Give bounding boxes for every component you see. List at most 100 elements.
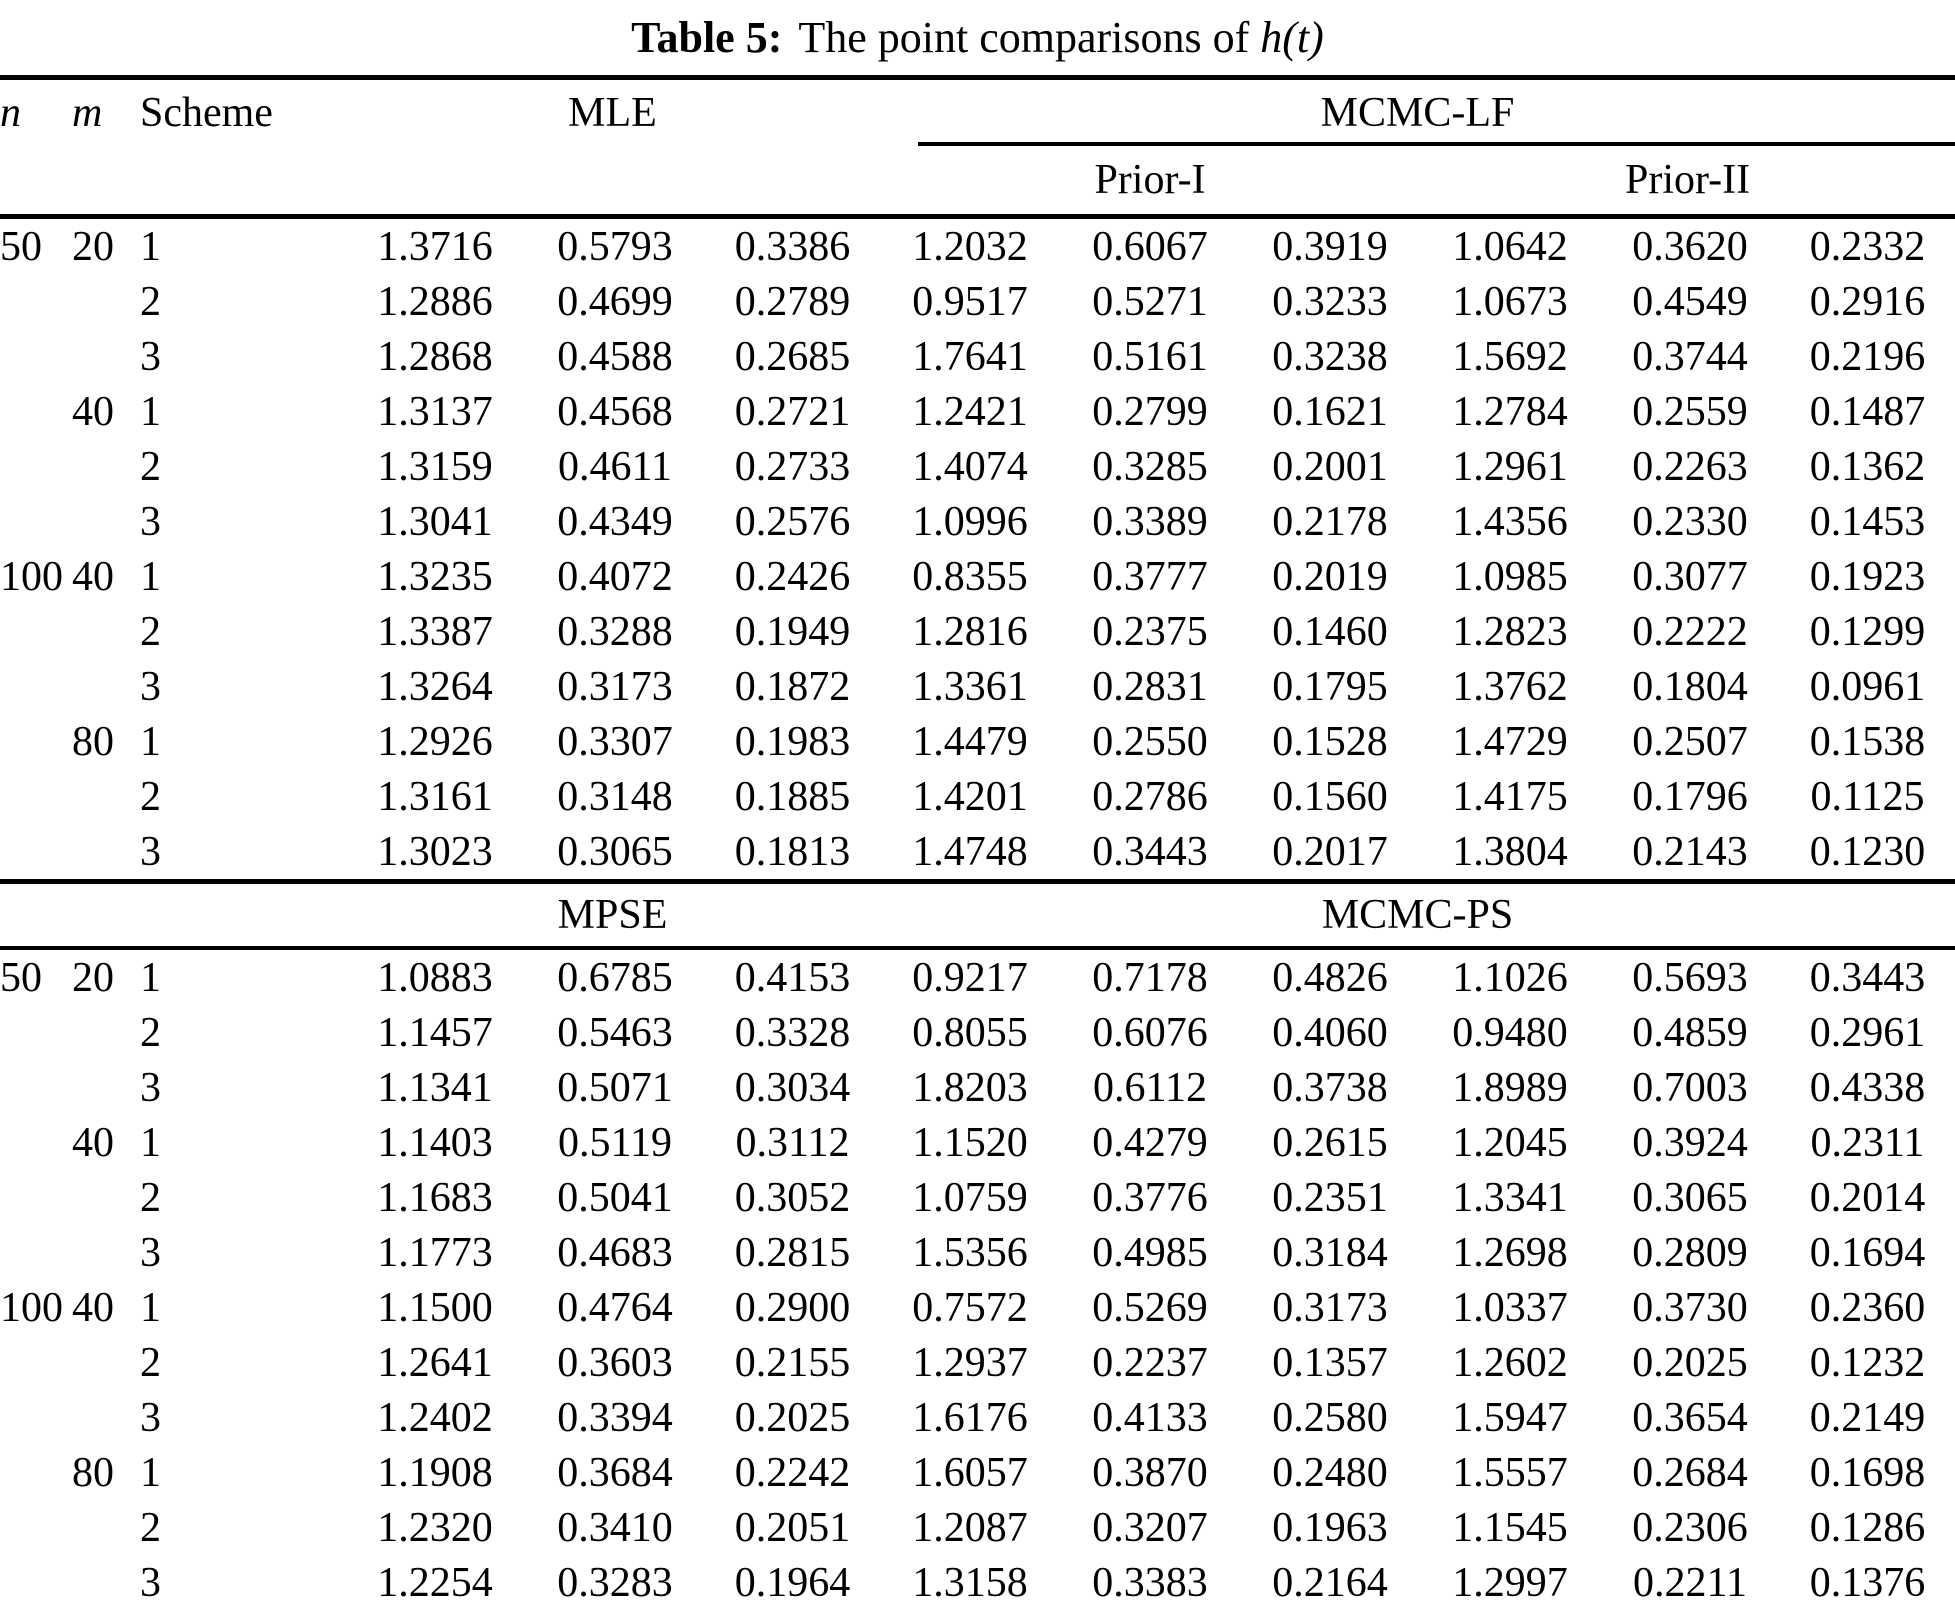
cell-c9: 0.2480 bbox=[1272, 1449, 1388, 1496]
cell-c11: 0.2306 bbox=[1632, 1504, 1748, 1551]
cell-c7: 1.3158 bbox=[912, 1559, 1028, 1606]
cell-c3: 1 bbox=[140, 1449, 161, 1496]
cell-c7: 1.3361 bbox=[912, 663, 1028, 710]
cell-c9: 0.3238 bbox=[1272, 333, 1388, 380]
cell-c12: 0.2961 bbox=[1809, 1009, 1926, 1056]
cell-c12: 0.1125 bbox=[1810, 773, 1925, 820]
cell-c5: 0.4611 bbox=[558, 443, 672, 490]
cell-c2 bbox=[72, 1390, 140, 1445]
cell-c6: 0.3328 bbox=[734, 1009, 851, 1056]
cell-c5: 0.5041 bbox=[557, 1174, 673, 1221]
cell-c1 bbox=[0, 1170, 72, 1225]
cell-c4: 1.3387 bbox=[377, 608, 493, 655]
cell-c8: 0.4985 bbox=[1092, 1229, 1208, 1276]
cell-c10: 1.2602 bbox=[1452, 1339, 1568, 1386]
cell-c12: 0.1487 bbox=[1809, 388, 1926, 435]
cell-c5: 0.3173 bbox=[557, 663, 673, 710]
cell-c12: 0.1362 bbox=[1809, 443, 1926, 490]
cell-c8: 0.6067 bbox=[1092, 223, 1208, 270]
cell-c11: 0.5693 bbox=[1632, 954, 1748, 1001]
cell-c6: 0.2733 bbox=[734, 443, 851, 490]
cell-c1: 50 bbox=[0, 223, 42, 270]
cell-c11: 0.3620 bbox=[1632, 223, 1748, 270]
cell-c6: 0.2685 bbox=[734, 333, 851, 380]
cell-c10: 1.3762 bbox=[1452, 663, 1568, 710]
cell-c12: 0.1232 bbox=[1809, 1339, 1926, 1386]
cell-c11: 0.2330 bbox=[1632, 498, 1748, 545]
cell-c8: 0.7178 bbox=[1092, 954, 1208, 1001]
cell-c9: 0.2001 bbox=[1272, 443, 1388, 490]
cell-c5: 0.5793 bbox=[557, 223, 673, 270]
cell-c3: 3 bbox=[140, 333, 161, 380]
cell-c9: 0.3173 bbox=[1272, 1284, 1388, 1331]
cell-c10: 1.3804 bbox=[1452, 828, 1568, 875]
cell-c5: 0.3288 bbox=[557, 608, 673, 655]
cell-c9: 0.3233 bbox=[1272, 278, 1388, 325]
cell-c7: 1.5356 bbox=[912, 1229, 1028, 1276]
cell-c1 bbox=[0, 274, 72, 329]
cell-c12: 0.2332 bbox=[1809, 223, 1926, 270]
table-row: 3 1.2868 0.4588 0.2685 1.7641 0.5161 0.3238 1.5… bbox=[0, 329, 1955, 384]
column-header-n: n bbox=[0, 75, 72, 146]
cell-c3: 1 bbox=[140, 954, 161, 1001]
cell-c11: 0.4549 bbox=[1632, 278, 1748, 325]
cell-c11: 0.3924 bbox=[1632, 1119, 1748, 1166]
cell-c9: 0.1795 bbox=[1272, 663, 1388, 710]
cell-c10: 1.2997 bbox=[1452, 1559, 1568, 1606]
cell-c11: 0.3077 bbox=[1632, 553, 1748, 600]
cell-c5: 0.4349 bbox=[557, 498, 673, 545]
table-row: 50 20 1 1.3716 0.5793 0.3386 1.2032 0.6067 0.391… bbox=[0, 217, 1955, 275]
cell-c1 bbox=[0, 1500, 72, 1555]
cell-c4: 1.1457 bbox=[377, 1009, 493, 1056]
table-row: 2 1.3159 0.4611 0.2733 1.4074 0.3285 0.2001 1.2… bbox=[0, 439, 1955, 494]
cell-c4: 1.1683 bbox=[377, 1174, 493, 1221]
cell-c6: 0.2721 bbox=[734, 388, 851, 435]
table-row: 2 1.2320 0.3410 0.2051 1.2087 0.3207 0.1963 1.1… bbox=[0, 1500, 1955, 1555]
cell-c6: 0.3386 bbox=[734, 223, 851, 270]
cell-c6: 0.1872 bbox=[734, 663, 851, 710]
table-row: 3 1.2402 0.3394 0.2025 1.6176 0.4133 0.2580 1.5… bbox=[0, 1390, 1955, 1445]
cell-c6: 0.1964 bbox=[734, 1559, 851, 1606]
cell-c9: 0.1560 bbox=[1272, 773, 1388, 820]
cell-c4: 1.0883 bbox=[377, 954, 493, 1001]
cell-c4: 1.1908 bbox=[377, 1449, 493, 1496]
cell-c10: 1.2698 bbox=[1452, 1229, 1568, 1276]
cell-c7: 1.4479 bbox=[912, 718, 1028, 765]
cell-c10: 1.1026 bbox=[1452, 954, 1568, 1001]
cell-c9: 0.2178 bbox=[1272, 498, 1388, 545]
cell-c5: 0.5071 bbox=[557, 1064, 673, 1111]
cell-c3: 2 bbox=[140, 1174, 161, 1221]
cell-c1 bbox=[0, 604, 72, 659]
cell-c8: 0.4133 bbox=[1092, 1394, 1208, 1441]
cell-c9: 0.2615 bbox=[1272, 1119, 1388, 1166]
header-mcmc-ps: MCMC-PS bbox=[880, 879, 1955, 950]
cell-c7: 1.8203 bbox=[912, 1064, 1028, 1111]
cell-c8: 0.6112 bbox=[1093, 1064, 1207, 1111]
cell-c8: 0.3383 bbox=[1092, 1559, 1208, 1606]
cell-c11: 0.3744 bbox=[1632, 333, 1748, 380]
cell-c9: 0.2351 bbox=[1272, 1174, 1388, 1221]
cell-c11: 0.4859 bbox=[1632, 1009, 1748, 1056]
cell-c4: 1.3137 bbox=[377, 388, 493, 435]
cell-c6: 0.2815 bbox=[734, 1229, 851, 1276]
cell-c5: 0.6785 bbox=[557, 954, 673, 1001]
cell-c5: 0.4588 bbox=[557, 333, 673, 380]
cell-c2 bbox=[72, 769, 140, 824]
cell-c8: 0.4279 bbox=[1092, 1119, 1208, 1166]
table-row: 50 20 1 1.0883 0.6785 0.4153 0.9217 0.7178 0.482… bbox=[0, 948, 1955, 1005]
cell-c2: 40 bbox=[72, 1119, 114, 1166]
cell-c4: 1.2641 bbox=[377, 1339, 493, 1386]
cell-c8: 0.3285 bbox=[1092, 443, 1208, 490]
cell-c1 bbox=[0, 1060, 72, 1115]
cell-c6: 0.3052 bbox=[734, 1174, 851, 1221]
cell-c5: 0.4072 bbox=[557, 553, 673, 600]
cell-c3: 2 bbox=[140, 1504, 161, 1551]
cell-c10: 1.5947 bbox=[1452, 1394, 1568, 1441]
cell-c1 bbox=[0, 439, 72, 494]
cell-c5: 0.3684 bbox=[557, 1449, 673, 1496]
cell-c3: 3 bbox=[140, 663, 161, 710]
cell-c4: 1.2254 bbox=[377, 1559, 493, 1606]
table-row: 3 1.1773 0.4683 0.2815 1.5356 0.4985 0.3184 1.2… bbox=[0, 1225, 1955, 1280]
cell-c2 bbox=[72, 1225, 140, 1280]
